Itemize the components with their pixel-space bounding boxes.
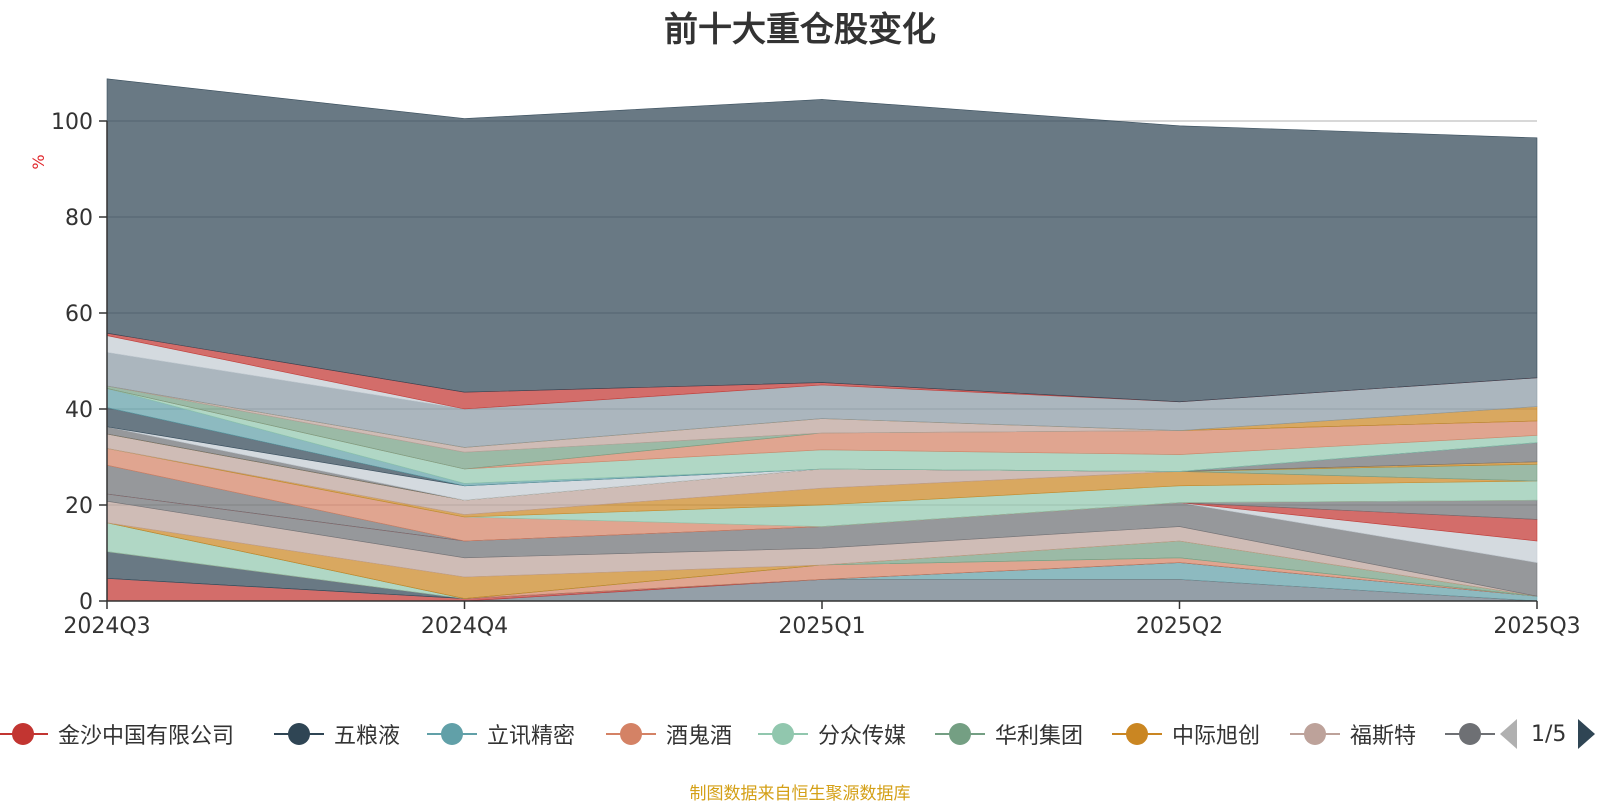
y-tick-label: 80 <box>65 206 93 231</box>
legend-item[interactable]: 五粮液 <box>274 714 400 754</box>
legend-marker-dot <box>1304 723 1326 745</box>
legend-label: 立讯精密 <box>487 724 576 749</box>
legend-marker-dot <box>1459 723 1481 745</box>
legend-prev-page-button[interactable] <box>1500 719 1517 749</box>
legend-label: 中际旭创 <box>1172 724 1261 749</box>
legend-label: 酒鬼酒 <box>666 724 733 749</box>
legend-marker <box>1112 722 1162 746</box>
y-axis-title: % <box>29 154 48 169</box>
legend-label: 华利集团 <box>995 724 1084 749</box>
legend-marker-dot <box>620 723 642 745</box>
legend-item[interactable]: 福斯特 <box>1290 714 1416 754</box>
legend-item[interactable]: 酒鬼酒 <box>606 714 732 754</box>
legend-item[interactable]: 中际旭创 <box>1112 714 1260 754</box>
legend-pager: 1/5 <box>1500 714 1596 754</box>
y-tick-label: 40 <box>65 398 93 423</box>
source-note: 制图数据来自恒生聚源数据库 <box>689 784 911 804</box>
x-tick-label: 2024Q4 <box>421 614 508 639</box>
x-tick-label: 2024Q3 <box>63 614 150 639</box>
legend-label: 分众传媒 <box>818 724 907 749</box>
legend-marker <box>606 722 656 746</box>
legend-marker <box>427 722 477 746</box>
y-tick-label: 60 <box>65 302 93 327</box>
x-tick-label: 2025Q1 <box>778 614 865 639</box>
legend-marker-dot <box>1126 723 1148 745</box>
legend-page-indicator: 1/5 <box>1531 721 1567 747</box>
legend-item[interactable] <box>1445 714 1495 754</box>
chart-legend: 金沙中国有限公司 五粮液 立讯精密 酒鬼酒 分众传媒 华利集团 中际旭创 福斯特 1/5 <box>0 714 1600 754</box>
legend-next-page-button[interactable] <box>1578 719 1596 749</box>
legend-label: 福斯特 <box>1350 724 1417 749</box>
legend-marker-dot <box>288 723 310 745</box>
legend-marker <box>1445 722 1495 746</box>
x-tick-label: 2025Q3 <box>1493 614 1580 639</box>
legend-marker <box>0 722 48 746</box>
legend-label: 五粮液 <box>334 724 401 749</box>
legend-marker <box>935 722 985 746</box>
legend-marker-dot <box>12 723 34 745</box>
legend-marker <box>1290 722 1340 746</box>
y-tick-label: 0 <box>79 590 93 615</box>
legend-item[interactable]: 立讯精密 <box>427 714 575 754</box>
y-tick-label: 20 <box>65 494 93 519</box>
x-tick-label: 2025Q2 <box>1136 614 1223 639</box>
legend-marker <box>758 722 808 746</box>
legend-marker-dot <box>772 723 794 745</box>
area-series <box>106 78 1538 403</box>
legend-label: 金沙中国有限公司 <box>58 724 235 749</box>
legend-item[interactable]: 分众传媒 <box>758 714 906 754</box>
y-tick-label: 100 <box>51 110 93 135</box>
legend-marker-dot <box>441 723 463 745</box>
chart-title: 前十大重仓股变化 <box>664 10 936 50</box>
legend-item[interactable]: 华利集团 <box>935 714 1083 754</box>
legend-marker <box>274 722 324 746</box>
legend-item[interactable]: 金沙中国有限公司 <box>0 714 234 754</box>
legend-marker-dot <box>949 723 971 745</box>
